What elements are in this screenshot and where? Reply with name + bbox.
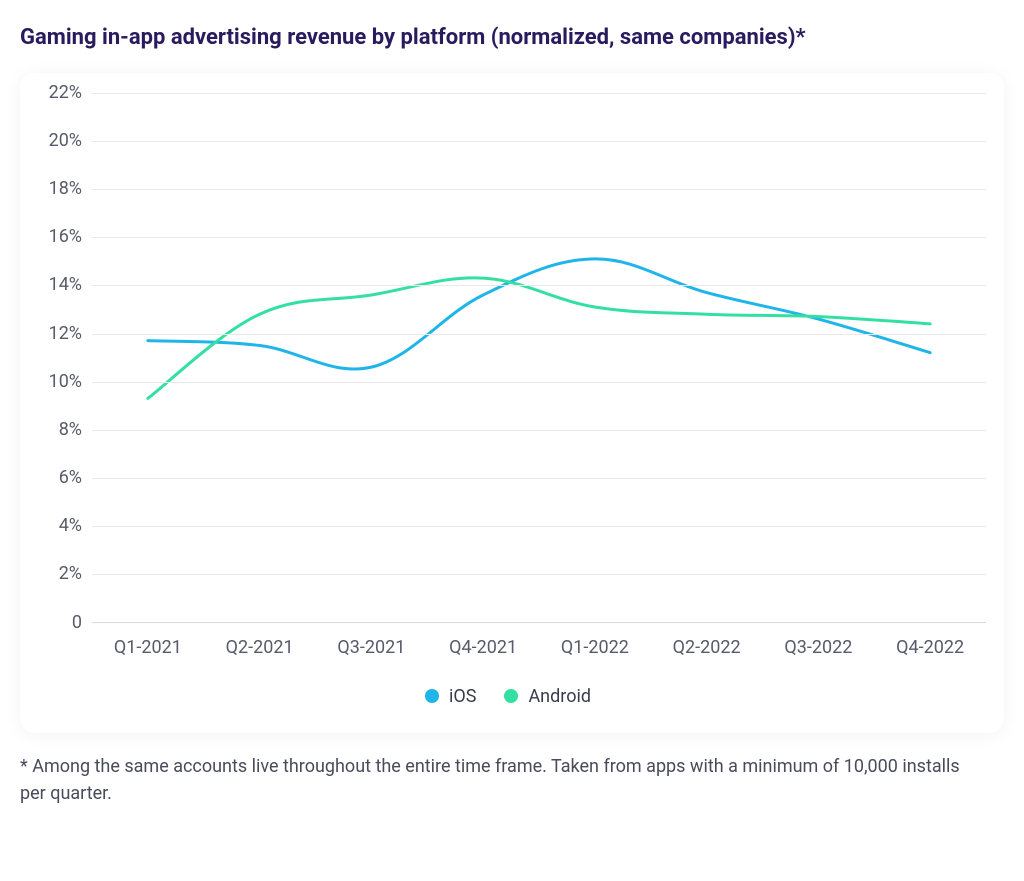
legend-item-ios: iOS bbox=[425, 686, 476, 707]
x-tick-label: Q3-2021 bbox=[316, 637, 428, 658]
legend-item-android: Android bbox=[504, 686, 591, 707]
x-tick-label: Q2-2021 bbox=[204, 637, 316, 658]
gridline bbox=[92, 285, 986, 286]
y-tick-label: 22% bbox=[49, 84, 82, 102]
y-tick-label: 4% bbox=[59, 517, 82, 535]
x-tick-label: Q1-2022 bbox=[539, 637, 651, 658]
y-tick-label: 8% bbox=[59, 421, 82, 439]
y-tick-label: 18% bbox=[49, 180, 82, 198]
chart-card: 22%20%18%16%14%12%10%8%6%4%2%0 Q1-2021Q2… bbox=[20, 73, 1004, 733]
gridline bbox=[92, 382, 986, 383]
legend-label: Android bbox=[528, 686, 591, 707]
gridline bbox=[92, 478, 986, 479]
gridline bbox=[92, 189, 986, 190]
chart-title: Gaming in-app advertising revenue by pla… bbox=[20, 24, 1004, 53]
series-line-ios bbox=[148, 259, 930, 369]
y-tick-label: 12% bbox=[49, 325, 82, 343]
y-tick-label: 16% bbox=[49, 228, 82, 246]
legend-marker-icon bbox=[504, 689, 518, 703]
y-tick-label: 6% bbox=[59, 469, 82, 487]
y-tick-label: 14% bbox=[49, 276, 82, 294]
gridline bbox=[92, 237, 986, 238]
x-tick-label: Q2-2022 bbox=[651, 637, 763, 658]
gridline bbox=[92, 141, 986, 142]
legend-label: iOS bbox=[449, 686, 476, 707]
y-tick-label: 20% bbox=[49, 132, 82, 150]
legend-marker-icon bbox=[425, 689, 439, 703]
legend: iOS Android bbox=[30, 686, 986, 707]
x-tick-label: Q3-2022 bbox=[763, 637, 875, 658]
gridline bbox=[92, 574, 986, 575]
plot-area bbox=[92, 93, 986, 623]
y-axis: 22%20%18%16%14%12%10%8%6%4%2%0 bbox=[30, 93, 92, 623]
gridline bbox=[92, 334, 986, 335]
footnote: * Among the same accounts live throughou… bbox=[20, 753, 980, 807]
plot-wrap: 22%20%18%16%14%12%10%8%6%4%2%0 bbox=[30, 93, 986, 623]
series-line-android bbox=[148, 277, 930, 397]
y-tick-label: 2% bbox=[59, 565, 82, 583]
gridline bbox=[92, 526, 986, 527]
x-tick-label: Q1-2021 bbox=[92, 637, 204, 658]
x-tick-label: Q4-2022 bbox=[874, 637, 986, 658]
y-tick-label: 0 bbox=[72, 614, 82, 632]
x-axis: Q1-2021Q2-2021Q3-2021Q4-2021Q1-2022Q2-20… bbox=[92, 637, 986, 658]
gridline bbox=[92, 93, 986, 94]
line-series-svg bbox=[92, 93, 986, 622]
y-tick-label: 10% bbox=[49, 373, 82, 391]
gridline bbox=[92, 430, 986, 431]
x-tick-label: Q4-2021 bbox=[427, 637, 539, 658]
